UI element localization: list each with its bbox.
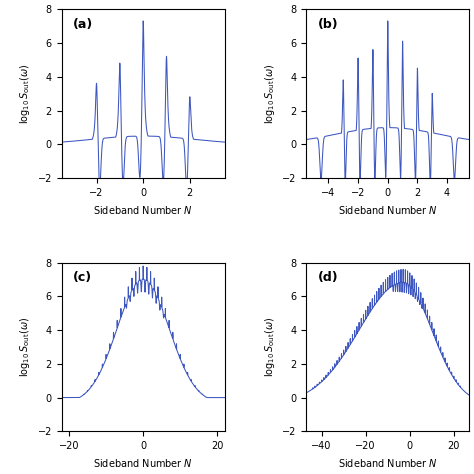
Y-axis label: $\log_{10}S_{\rm out}(\omega)$: $\log_{10}S_{\rm out}(\omega)$	[18, 317, 32, 377]
X-axis label: Sideband Number $N$: Sideband Number $N$	[338, 456, 438, 469]
Text: (b): (b)	[318, 18, 338, 31]
Text: (c): (c)	[73, 271, 92, 284]
X-axis label: Sideband Number $N$: Sideband Number $N$	[93, 456, 193, 469]
Text: (a): (a)	[73, 18, 93, 31]
Text: (d): (d)	[318, 271, 338, 284]
Y-axis label: $\log_{10}S_{\rm out}(\omega)$: $\log_{10}S_{\rm out}(\omega)$	[263, 64, 276, 124]
Y-axis label: $\log_{10}S_{\rm out}(\omega)$: $\log_{10}S_{\rm out}(\omega)$	[18, 64, 32, 124]
X-axis label: Sideband Number $N$: Sideband Number $N$	[338, 203, 438, 216]
X-axis label: Sideband Number $N$: Sideband Number $N$	[93, 203, 193, 216]
Y-axis label: $\log_{10}S_{\rm out}(\omega)$: $\log_{10}S_{\rm out}(\omega)$	[263, 317, 276, 377]
